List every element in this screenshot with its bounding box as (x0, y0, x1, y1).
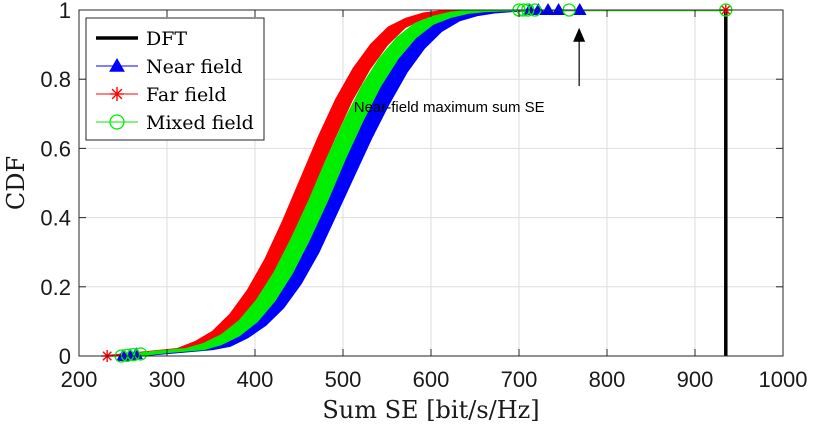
x-tick-label: 400 (237, 367, 274, 392)
y-axis-label: CDF (2, 156, 30, 210)
legend-entry-near-field: Near field (96, 56, 242, 78)
annotation-label: Near-field maximum sum SE (354, 99, 545, 116)
series-band-mixed-field (120, 10, 727, 356)
x-tick-label: 1000 (759, 367, 808, 392)
x-tick-label: 300 (149, 367, 186, 392)
annotation-layer: Near-field maximum sum SE (354, 27, 586, 116)
legend-label: Mixed field (146, 112, 254, 134)
x-tick-label: 200 (61, 367, 98, 392)
legend-swatch-marker (109, 57, 125, 72)
legend-label: DFT (146, 28, 187, 50)
x-tick-label: 800 (589, 367, 626, 392)
legend-label: Near field (146, 56, 242, 78)
legend-entry-mixed-field: Mixed field (96, 112, 254, 134)
y-tick-label: 0.6 (40, 136, 71, 161)
legend-entry-dft: DFT (96, 28, 187, 50)
y-tick-label: 0 (59, 344, 71, 369)
marker-near-field (551, 2, 566, 15)
y-tick-label: 1 (59, 0, 71, 23)
marker-mixed-field (133, 347, 148, 361)
y-tick-label: 0.4 (40, 206, 71, 231)
marker-mixed-field (126, 347, 141, 362)
annotation-arrowhead (573, 27, 586, 42)
legend-swatch-marker (110, 87, 124, 101)
legend-label: Far field (146, 84, 227, 106)
y-tick-label: 0.2 (40, 275, 71, 300)
asterisk-stroke (111, 88, 123, 100)
x-tick-label: 700 (501, 367, 538, 392)
marker-near-field (572, 2, 587, 15)
legend-entry-far-field: Far field (96, 84, 227, 106)
x-tick-label: 500 (325, 367, 362, 392)
x-tick-label: 600 (413, 367, 450, 392)
marker-near-field (541, 2, 555, 15)
legend-swatch-marker (109, 114, 125, 130)
x-tick-label: 900 (677, 367, 714, 392)
y-tick-label: 0.8 (40, 67, 71, 92)
x-axis-label: Sum SE [bit/s/Hz] (322, 396, 539, 424)
legend: DFT Near field Far field Mixed field (85, 17, 265, 141)
series-layer (106, 10, 728, 356)
marker-mixed-field (120, 348, 135, 362)
tick-layer: 200 300 400 500 600 700 800 900 1000 0 0.2 0.4 0.6 0.… (40, 0, 807, 392)
